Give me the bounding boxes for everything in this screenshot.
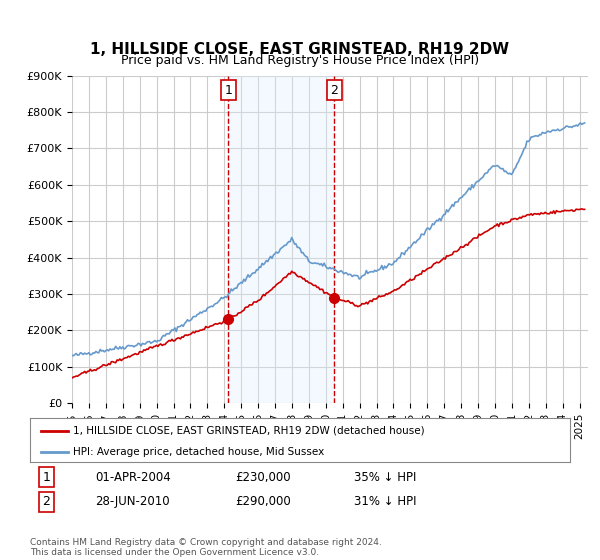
Text: 1: 1 <box>42 470 50 484</box>
Text: Contains HM Land Registry data © Crown copyright and database right 2024.
This d: Contains HM Land Registry data © Crown c… <box>30 538 382 557</box>
Text: HPI: Average price, detached house, Mid Sussex: HPI: Average price, detached house, Mid … <box>73 447 325 458</box>
Text: £230,000: £230,000 <box>235 470 291 484</box>
Text: 01-APR-2004: 01-APR-2004 <box>95 470 170 484</box>
Bar <box>229 76 334 403</box>
Text: Price paid vs. HM Land Registry's House Price Index (HPI): Price paid vs. HM Land Registry's House … <box>121 54 479 67</box>
Text: 1, HILLSIDE CLOSE, EAST GRINSTEAD, RH19 2DW (detached house): 1, HILLSIDE CLOSE, EAST GRINSTEAD, RH19 … <box>73 426 425 436</box>
Text: 1, HILLSIDE CLOSE, EAST GRINSTEAD, RH19 2DW: 1, HILLSIDE CLOSE, EAST GRINSTEAD, RH19 … <box>91 42 509 57</box>
Text: 2: 2 <box>330 83 338 97</box>
Text: 28-JUN-2010: 28-JUN-2010 <box>95 495 169 508</box>
Text: £290,000: £290,000 <box>235 495 291 508</box>
Text: 2: 2 <box>42 495 50 508</box>
Text: 1: 1 <box>224 83 232 97</box>
Text: 35% ↓ HPI: 35% ↓ HPI <box>354 470 416 484</box>
Text: 31% ↓ HPI: 31% ↓ HPI <box>354 495 416 508</box>
